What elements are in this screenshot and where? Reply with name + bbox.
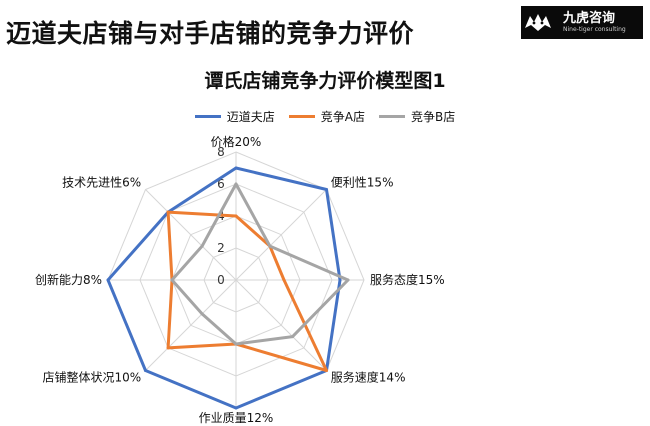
data-point-0-2 [338, 278, 342, 282]
data-point-1-2 [282, 278, 286, 282]
legend-swatch-2 [379, 115, 405, 118]
data-point-2-3 [291, 335, 295, 339]
data-point-1-5 [166, 346, 170, 350]
legend-label-2: 竞争B店 [411, 110, 456, 124]
tick-label-3: 6 [217, 177, 225, 191]
axis-label-7: 技术先进性6% [62, 175, 141, 189]
chart-legend: 迈道夫店 竞争A店 竞争B店 [0, 108, 650, 125]
legend-label-1: 竞争A店 [320, 110, 365, 124]
grid-spoke-7 [145, 189, 237, 281]
chart-title: 谭氏店铺竞争力评价模型图1 [204, 70, 446, 92]
data-point-2-4 [234, 342, 238, 346]
company-logo: 九虎咨询 Nine-tiger consulting [521, 6, 643, 39]
data-point-2-1 [268, 244, 272, 248]
tiger-logo-icon [521, 6, 555, 39]
tick-label-1: 2 [217, 241, 225, 255]
logo-tagline: Nine-tiger consulting [563, 26, 626, 33]
radar-chart: 02468价格20%便利性15%服务态度15%服务速度14%作业质量12%店铺整… [35, 134, 445, 425]
data-point-0-5 [144, 369, 147, 372]
axis-label-4: 作业质量12% [199, 411, 274, 425]
logo-name: 九虎咨询 [563, 11, 616, 26]
legend-item-2: 竞争B店 [379, 108, 455, 125]
legend-swatch-0 [194, 115, 221, 118]
axis-label-6: 创新能力8% [35, 272, 102, 287]
data-point-0-6 [106, 278, 110, 282]
data-point-1-7 [166, 210, 170, 214]
data-point-0-0 [234, 166, 238, 170]
axis-label-3: 服务速度14% [331, 370, 406, 385]
tick-label-0: 0 [217, 273, 225, 287]
legend-label-0: 迈道夫店 [226, 110, 275, 124]
data-point-2-2 [346, 278, 350, 282]
tick-label-4: 8 [217, 145, 225, 159]
grid-spoke-3 [235, 279, 327, 371]
grid-spoke-5 [145, 279, 237, 371]
legend-item-0: 迈道夫店 [194, 108, 275, 125]
data-point-2-6 [170, 278, 174, 282]
data-point-1-0 [234, 214, 238, 218]
series-line-2 [170, 182, 350, 346]
legend-item-1: 竞争A店 [288, 108, 365, 125]
axis-label-1: 便利性15% [331, 175, 394, 189]
axis-label-0: 价格20% [211, 134, 262, 149]
data-point-0-1 [325, 188, 328, 191]
axis-label-2: 服务态度15% [370, 272, 445, 287]
data-point-2-7 [200, 244, 204, 248]
slide-title: 迈道夫店铺与对手店铺的竞争力评价 [6, 19, 415, 48]
axis-label-5: 店铺整体状况10% [43, 370, 142, 385]
legend-swatch-1 [288, 115, 315, 118]
data-point-2-5 [200, 312, 204, 316]
grid-spoke-1 [235, 189, 327, 281]
data-point-0-4 [234, 406, 238, 410]
data-point-2-0 [234, 182, 238, 186]
data-point-1-3 [325, 369, 328, 372]
